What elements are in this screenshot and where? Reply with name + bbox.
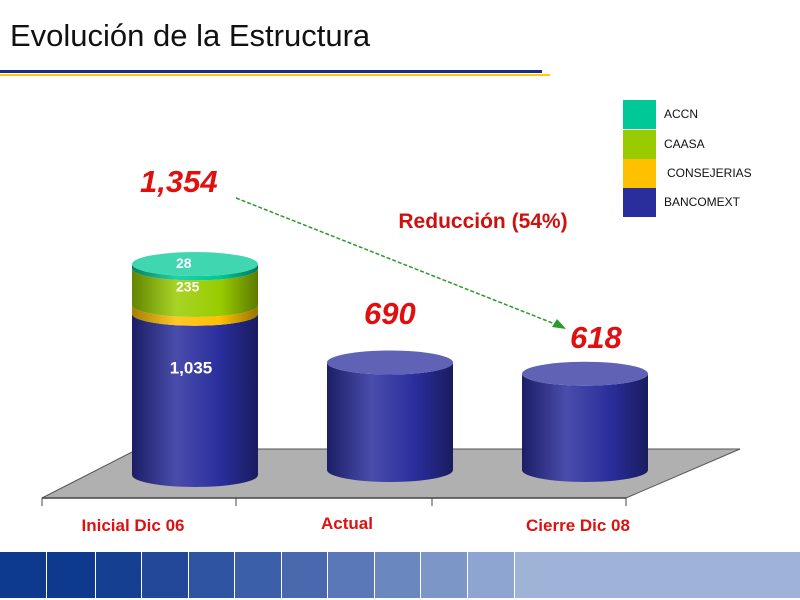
legend-label-bancomext: BANCOMEXT xyxy=(664,195,741,209)
legend-swatch-accn xyxy=(623,100,656,129)
page-title: Evolución de la Estructura xyxy=(10,18,371,53)
reduction-annotation: Reducción (54%) xyxy=(398,210,567,233)
x-category-label: Actual xyxy=(321,514,373,533)
footer-band-block xyxy=(96,552,142,598)
footer-band-block xyxy=(189,552,235,598)
legend-swatch-bancomext xyxy=(623,188,656,217)
cylinder-segment-bancomext xyxy=(522,373,648,482)
total-label: 690 xyxy=(364,296,416,331)
legend-label-caasa: CAASA xyxy=(664,137,705,151)
footer-band-block xyxy=(0,552,47,598)
cylinder-segment-bancomext xyxy=(132,313,258,487)
footer-band xyxy=(0,552,800,600)
title-underline-yellow xyxy=(0,74,550,76)
footer-band-block xyxy=(421,552,468,598)
title-underline-blue xyxy=(0,70,542,73)
footer-band-block xyxy=(328,552,375,598)
cylinder-segment-accn xyxy=(132,264,258,281)
cylinder-segment-consejerias xyxy=(132,305,258,326)
footer-band-block xyxy=(47,552,96,598)
segment-label-caasa: 235 xyxy=(176,279,200,295)
footer-band-fill xyxy=(515,552,800,598)
footer-band-block xyxy=(235,552,282,598)
footer-band-block xyxy=(282,552,328,598)
legend-label-consejerias: CONSEJERIAS xyxy=(667,166,752,180)
cylinder-segment-bancomext xyxy=(327,362,453,482)
x-category-label: Cierre Dic 08 xyxy=(526,516,630,535)
total-label: 618 xyxy=(570,320,622,355)
cylinder-top-bancomext xyxy=(522,361,648,386)
legend-label-accn: ACCN xyxy=(664,107,698,121)
total-label: 1,354 xyxy=(140,164,218,199)
reduction-arrow-line xyxy=(235,197,561,327)
cylinder-top-accn xyxy=(132,252,258,277)
footer-band-block xyxy=(468,552,515,598)
legend-swatch-caasa xyxy=(623,130,656,159)
reduction-arrow-head xyxy=(552,319,566,329)
segment-label-accn: 28 xyxy=(176,255,192,271)
footer-band-block xyxy=(375,552,421,598)
footer-band-block xyxy=(142,552,189,598)
cylinder-segment-caasa xyxy=(132,268,258,318)
legend-swatch-consejerias xyxy=(623,159,656,188)
x-category-label: Inicial Dic 06 xyxy=(82,516,185,535)
cylinder-top-bancomext xyxy=(327,350,453,375)
segment-label-bancomext: 1,035 xyxy=(170,359,213,378)
